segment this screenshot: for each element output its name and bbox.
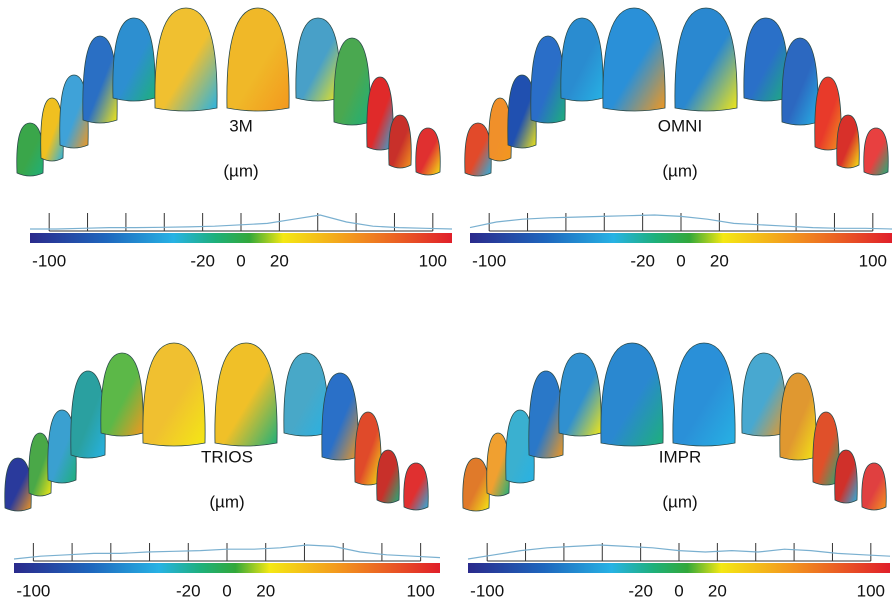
color-bar xyxy=(30,233,452,243)
tooth xyxy=(558,352,602,437)
scale-label: -20 xyxy=(190,251,215,270)
color-bar xyxy=(14,563,440,573)
tooth xyxy=(863,127,889,176)
tooth xyxy=(366,76,394,151)
tooth xyxy=(16,122,44,177)
scale-label: 0 xyxy=(674,581,683,600)
tooth xyxy=(602,7,666,112)
tooth xyxy=(672,342,736,447)
scale-label: 100 xyxy=(406,581,434,600)
scale-label: -20 xyxy=(630,251,655,270)
tooth xyxy=(464,122,492,177)
tooth xyxy=(112,17,156,102)
dental-arch xyxy=(4,342,429,512)
tooth xyxy=(4,457,32,512)
sample-label: 3M xyxy=(229,116,253,135)
dental-arch xyxy=(464,7,889,177)
tooth xyxy=(834,449,858,504)
scale-label: -100 xyxy=(32,251,66,270)
scale-label: -100 xyxy=(16,581,50,600)
tooth xyxy=(295,17,341,102)
scale-label: 20 xyxy=(710,251,729,270)
tooth xyxy=(781,37,819,126)
tooth xyxy=(779,372,817,461)
color-bar xyxy=(468,563,890,573)
tooth xyxy=(154,7,218,112)
scale-label: -20 xyxy=(628,581,653,600)
tooth xyxy=(214,342,278,447)
unit-label: (µm) xyxy=(662,161,697,180)
scale-label: 100 xyxy=(419,251,447,270)
tooth xyxy=(403,462,429,511)
distribution-curve xyxy=(467,544,891,560)
unit-label: (µm) xyxy=(662,492,697,511)
tooth xyxy=(142,342,206,447)
tooth xyxy=(861,462,887,511)
scale-label: 0 xyxy=(236,251,245,270)
sample-label: TRIOS xyxy=(201,447,253,466)
scale-label: 20 xyxy=(270,251,289,270)
dental-arch xyxy=(16,7,441,177)
tooth xyxy=(812,411,840,486)
unit-label: (µm) xyxy=(209,492,244,511)
tooth xyxy=(354,411,382,486)
distribution-curve xyxy=(469,214,893,230)
unit-label: (µm) xyxy=(223,161,258,180)
distribution-curve xyxy=(30,214,453,230)
color-bar xyxy=(470,233,892,243)
tooth xyxy=(530,35,566,124)
scale-label: 20 xyxy=(708,581,727,600)
tooth xyxy=(560,17,604,102)
tooth xyxy=(600,342,664,447)
tooth xyxy=(814,76,842,151)
tooth xyxy=(388,114,412,169)
scale-label: -100 xyxy=(472,251,506,270)
distribution-curve xyxy=(13,544,441,560)
dental-arch xyxy=(462,342,887,512)
tooth xyxy=(226,7,290,112)
tooth xyxy=(674,7,738,112)
tooth xyxy=(415,127,441,176)
scale-label: 100 xyxy=(857,581,885,600)
panel: OMNI (µm) -100 -20 0 20 100 xyxy=(464,7,893,270)
tooth xyxy=(376,449,400,504)
tooth xyxy=(283,352,329,437)
panel: IMPR (µm) -100 -20 0 20 100 xyxy=(462,342,891,600)
tooth xyxy=(321,372,359,461)
tooth xyxy=(70,370,106,459)
scale-label: 0 xyxy=(222,581,231,600)
tooth xyxy=(462,457,490,512)
sample-label: IMPR xyxy=(659,447,702,466)
tooth xyxy=(82,35,118,124)
scale-label: -20 xyxy=(176,581,201,600)
scale-label: 0 xyxy=(676,251,685,270)
tooth xyxy=(100,352,144,437)
scale-label: 100 xyxy=(859,251,887,270)
sample-label: OMNI xyxy=(658,116,702,135)
panel: TRIOS (µm) -100 -20 0 20 100 xyxy=(4,342,441,600)
panel: 3M (µm) -100 -20 0 20 100 xyxy=(16,7,453,270)
tooth xyxy=(743,17,789,102)
tooth xyxy=(836,114,860,169)
scale-label: -100 xyxy=(470,581,504,600)
tooth xyxy=(741,352,787,437)
scale-label: 20 xyxy=(256,581,275,600)
tooth xyxy=(528,370,564,459)
tooth xyxy=(333,37,371,126)
